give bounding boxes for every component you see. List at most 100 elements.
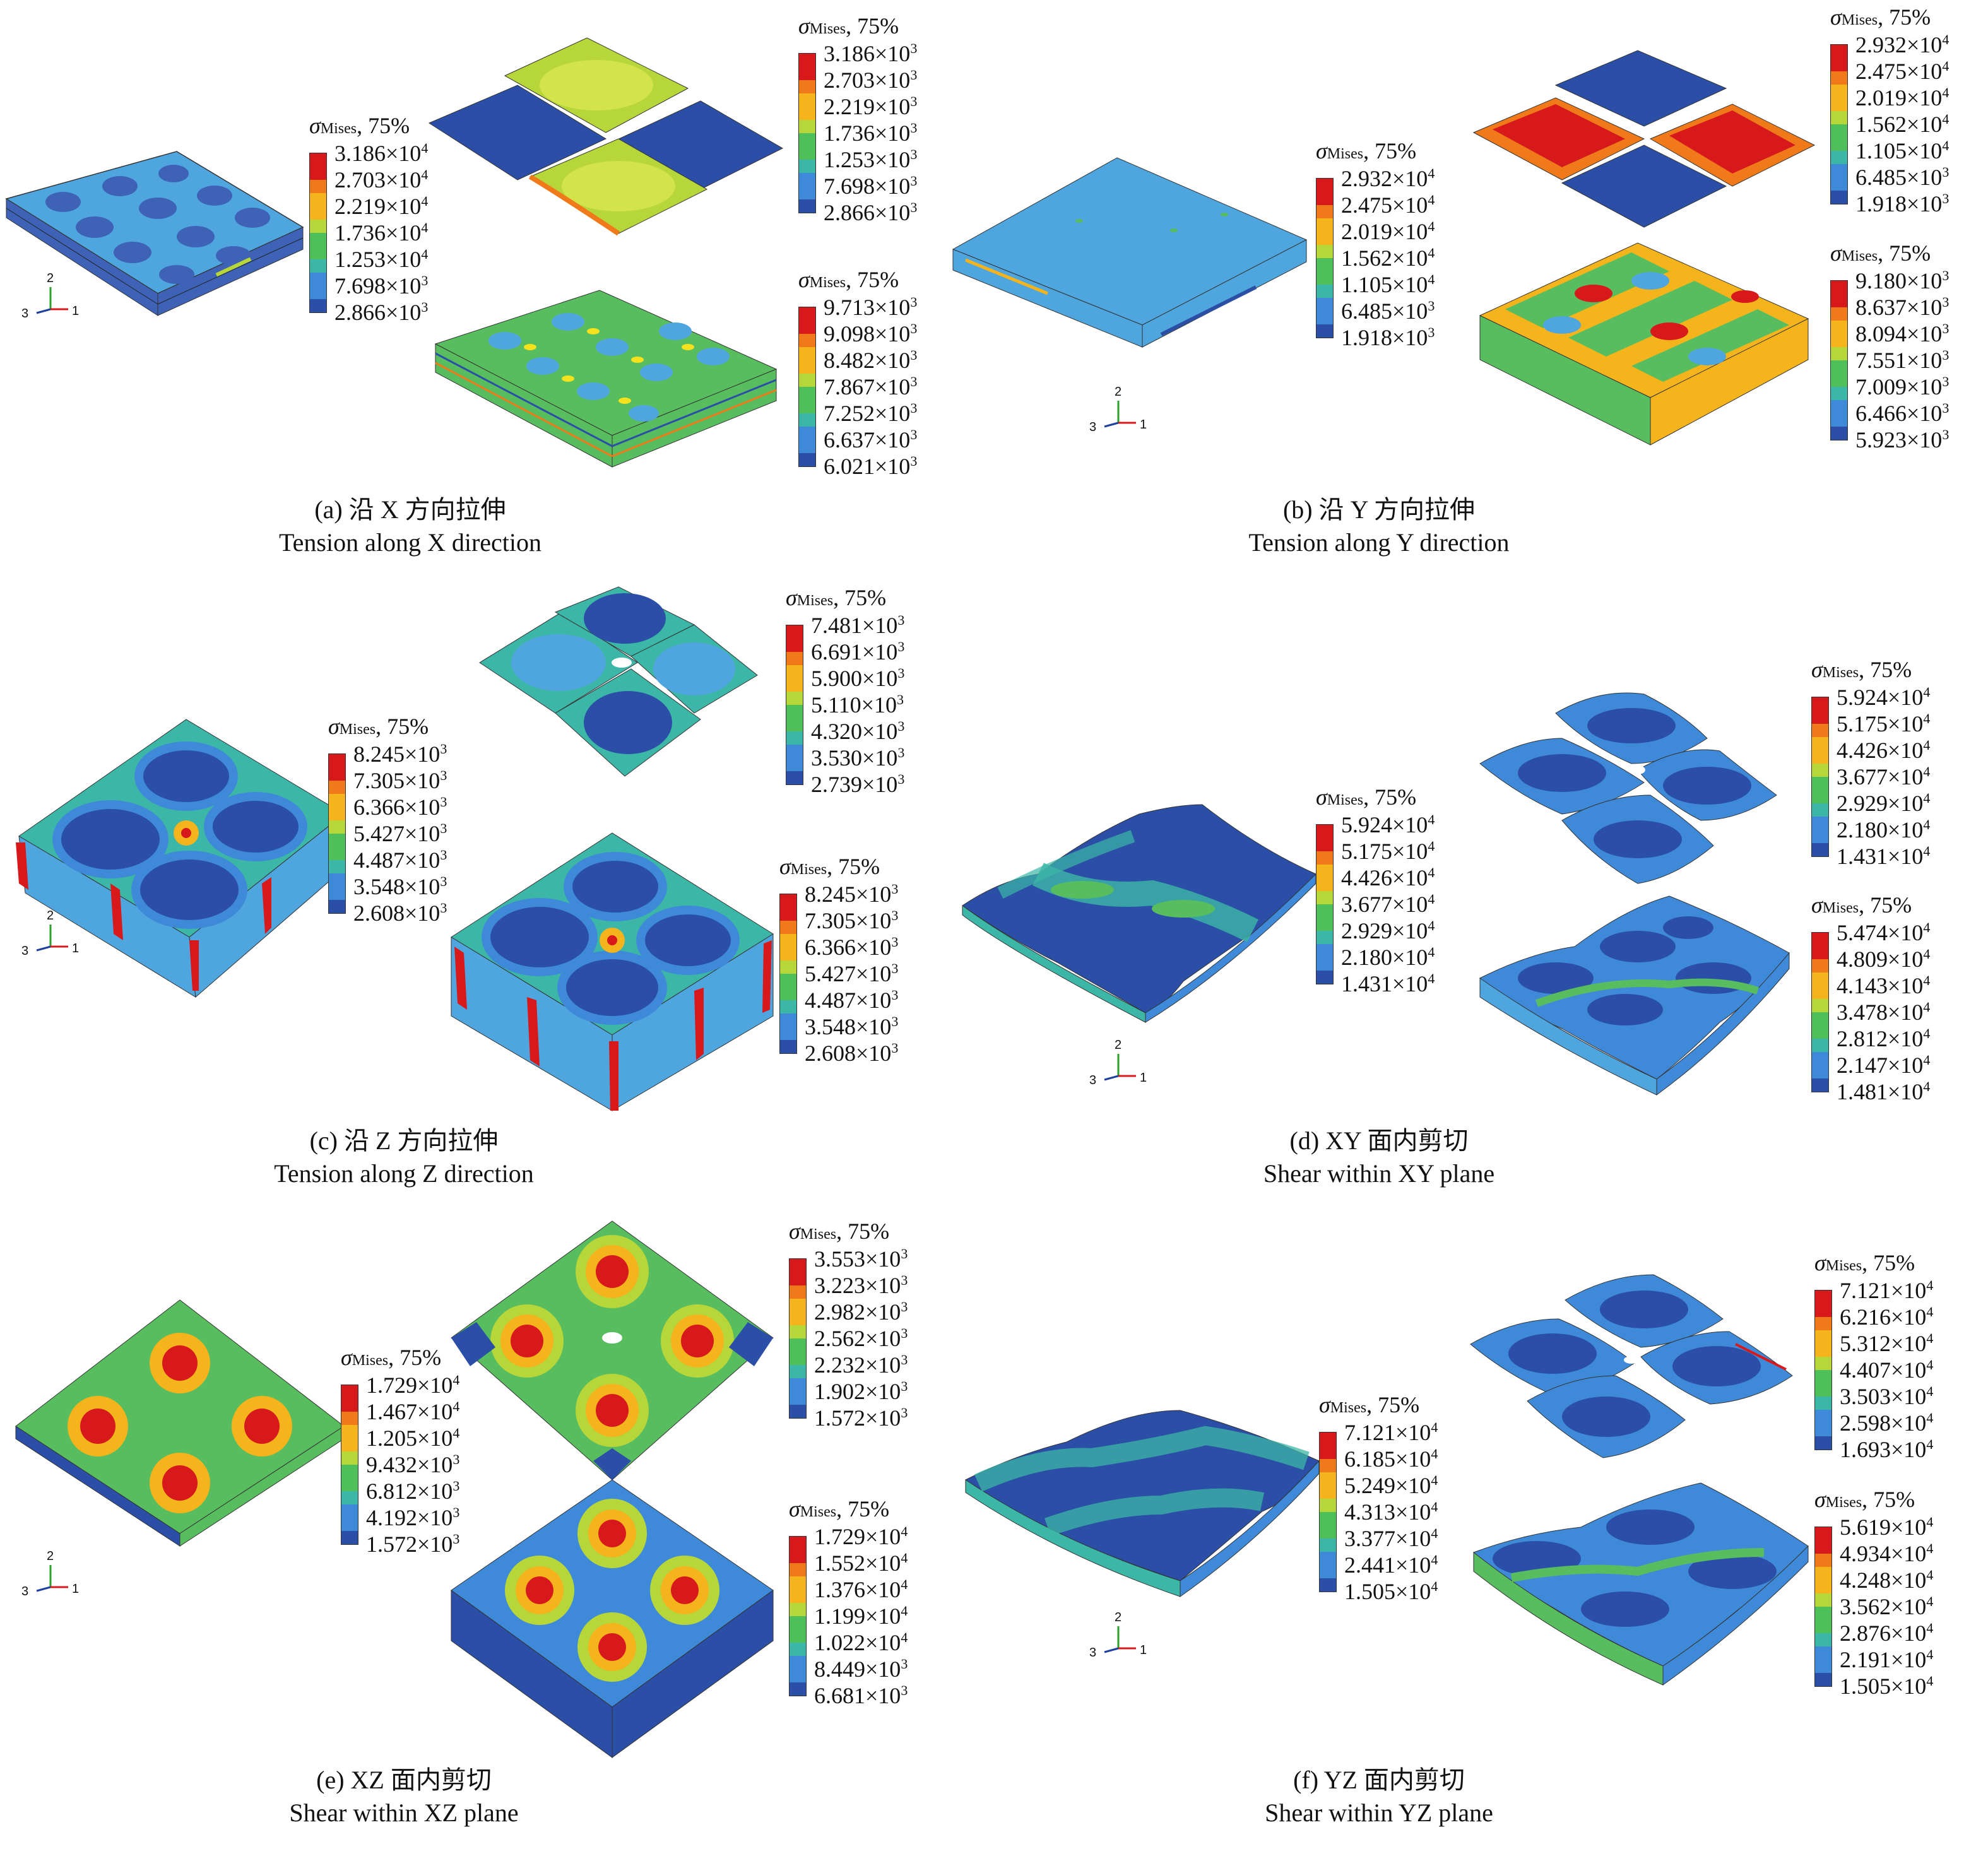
axis-label-y: 2 — [47, 271, 54, 285]
colorbar-band — [786, 625, 803, 639]
axis-label-x: 1 — [72, 942, 80, 955]
legend-title-subscript: Mises — [352, 1352, 389, 1369]
colorbar-label-mantissa: 2.180×10 — [1341, 945, 1428, 970]
colorbar-label: 1.467×104 — [366, 1398, 459, 1425]
colorbar-label-exponent: 3 — [901, 1352, 908, 1368]
colorbar-label-mantissa: 2.562×10 — [814, 1326, 901, 1351]
colorbar-labels: 9.180×103 8.637×103 8.094×103 7.551×103 7.00… — [1855, 268, 1949, 453]
legend-title-symbol: σ — [798, 267, 810, 292]
colorbar-labels: 5.924×104 5.175×104 4.426×104 3.677×104 2.92… — [1837, 684, 1930, 870]
colorbar-label-mantissa: 4.143×10 — [1837, 973, 1924, 998]
colorbar-label-mantissa: 2.147×10 — [1837, 1053, 1924, 1078]
legend-title-subscript: Mises — [320, 121, 357, 137]
colorbar-label-mantissa: 3.677×10 — [1341, 892, 1428, 917]
colorbar-label: 6.637×103 — [824, 427, 917, 453]
plate-model-e-thick — [451, 1479, 774, 1758]
colorbar-label-mantissa: 9.713×10 — [824, 295, 911, 320]
colorbar-label: 4.192×103 — [366, 1504, 459, 1531]
colorbar-band — [786, 758, 803, 771]
colorbar-band — [1815, 1527, 1831, 1540]
colorbar-band — [329, 900, 345, 913]
colorbar-band — [1815, 1410, 1831, 1423]
colorbar-label-mantissa: 1.199×10 — [814, 1604, 901, 1629]
legend-title: σMises, 75% — [341, 1344, 441, 1371]
colorbar-band — [1316, 324, 1333, 338]
colorbar-label: 2.219×104 — [334, 193, 428, 220]
colorbar-band — [790, 1272, 806, 1285]
colorbar-label: 7.551×103 — [1855, 347, 1949, 374]
colorbar-label-mantissa: 8.449×10 — [814, 1657, 901, 1682]
colorbar-band — [799, 173, 815, 186]
axis-label-y: 2 — [1115, 1610, 1122, 1624]
colorbar-label: 4.143×104 — [1837, 972, 1930, 999]
colorbar-label-exponent: 3 — [440, 741, 447, 757]
colorbar-label-exponent: 4 — [1926, 1540, 1934, 1556]
colorbar-label-mantissa: 2.929×10 — [1837, 791, 1924, 816]
colorbar-band — [1316, 205, 1333, 218]
colorbar-label: 7.121×104 — [1344, 1419, 1438, 1446]
colorbar-label-exponent: 4 — [1923, 1052, 1931, 1068]
axis-triad-f: 2 1 3 — [1087, 1610, 1147, 1667]
caption-e-en: Shear within XZ plane — [289, 1799, 519, 1827]
colorbar-label-exponent: 4 — [1926, 1277, 1934, 1293]
colorbar-band — [1320, 1446, 1336, 1459]
colorbar-label-mantissa: 3.677×10 — [1837, 764, 1924, 789]
colorbar-label-mantissa: 7.698×10 — [334, 273, 422, 298]
colorbar-band — [1831, 164, 1847, 177]
legend-title-subscript: Mises — [809, 275, 846, 291]
colorbar-band — [799, 413, 815, 427]
colorbar-band — [786, 652, 803, 665]
colorbar-label-exponent: 3 — [897, 771, 905, 787]
colorbar-label: 3.186×103 — [824, 40, 917, 67]
colorbar-label-exponent: 3 — [910, 347, 918, 363]
axis-triad-b: 2 1 3 — [1087, 385, 1147, 442]
legend-title-percent: , 75% — [836, 1219, 890, 1244]
legend-title: σMises, 75% — [789, 1218, 889, 1244]
plate-model-f-thick — [1473, 1482, 1809, 1686]
colorbar-label: 1.902×103 — [814, 1378, 908, 1405]
colorbar-labels: 2.932×104 2.475×104 2.019×104 1.562×104 1.10… — [1341, 165, 1435, 351]
plate-model-b-cells — [1472, 50, 1816, 228]
colorbar-label-exponent: 4 — [1428, 218, 1435, 234]
colorbar-label: 8.482×103 — [824, 347, 917, 374]
colorbar-band — [1831, 374, 1847, 387]
colorbar-label-exponent: 4 — [421, 167, 429, 182]
colorbar-label: 1.918×103 — [1855, 191, 1949, 217]
colorbar-band — [1320, 1552, 1336, 1565]
colorbar-label-exponent: 4 — [1926, 1357, 1934, 1373]
colorbar-band — [1831, 334, 1847, 347]
legend-title-subscript: Mises — [1822, 665, 1859, 681]
plate-model-f-main — [965, 1410, 1320, 1597]
colorbar-band — [799, 400, 815, 413]
colorbar-label-mantissa: 1.431×10 — [1837, 844, 1924, 869]
colorbar-label: 1.562×104 — [1341, 245, 1435, 271]
colorbar-band — [310, 206, 326, 220]
colorbar-label: 3.677×104 — [1341, 891, 1435, 918]
colorbar-band — [1815, 1436, 1831, 1450]
colorbar — [779, 894, 797, 1054]
colorbar-label-exponent: 3 — [453, 1478, 460, 1494]
colorbar-label: 6.485×103 — [1855, 164, 1949, 191]
plate-model-c-thick — [451, 832, 774, 1111]
colorbar-label: 1.431×104 — [1837, 843, 1930, 870]
colorbar-band — [1831, 177, 1847, 191]
colorbar-label-exponent: 3 — [1942, 268, 1950, 283]
caption-e-zh: (e) XZ 面内剪切 — [316, 1766, 492, 1794]
legend-title-percent: , 75% — [846, 13, 899, 38]
colorbar-label-mantissa: 3.186×10 — [334, 141, 422, 166]
colorbar-label: 9.432×103 — [366, 1451, 459, 1478]
colorbar-label: 1.736×103 — [824, 120, 917, 146]
colorbar-label-exponent: 3 — [1942, 164, 1950, 180]
colorbar-label-exponent: 3 — [1428, 298, 1435, 314]
colorbar-label-exponent: 4 — [1942, 111, 1950, 127]
legend-title-percent: , 75% — [1363, 138, 1417, 163]
colorbar-band — [1316, 918, 1333, 931]
colorbar-band — [799, 440, 815, 453]
colorbar-label: 1.562×104 — [1855, 111, 1949, 138]
colorbar-label-exponent: 4 — [1926, 1593, 1934, 1609]
colorbar-label: 2.019×104 — [1855, 85, 1949, 111]
legend-title-subscript: Mises — [809, 21, 846, 37]
legend-title-subscript: Mises — [796, 593, 834, 609]
colorbar-label: 6.216×104 — [1840, 1304, 1933, 1330]
colorbar-label: 2.932×104 — [1855, 32, 1949, 58]
